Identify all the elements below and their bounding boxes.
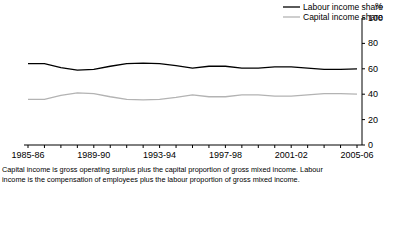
y-tick-label: 20 <box>368 115 378 125</box>
y-tick-label: 0 <box>368 140 373 150</box>
legend-swatch <box>283 6 300 7</box>
x-tick <box>241 145 242 148</box>
x-tick-label: 1989-90 <box>77 150 110 160</box>
x-tick <box>307 145 308 148</box>
x-tick <box>291 145 292 148</box>
x-tick <box>258 145 259 148</box>
y-axis <box>362 18 363 145</box>
x-tick <box>176 145 177 148</box>
y-tick-label: 80 <box>368 38 378 48</box>
series-line <box>28 93 357 100</box>
x-tick <box>143 145 144 148</box>
x-tick-label: 1997-98 <box>209 150 242 160</box>
y-tick <box>362 68 365 69</box>
x-tick-label: 2005-06 <box>340 150 373 160</box>
x-tick-label: 2001-02 <box>275 150 308 160</box>
legend-label: Labour income share <box>303 2 383 12</box>
legend-label: Capital income share <box>303 12 383 22</box>
y-tick <box>362 145 365 146</box>
series-line <box>28 63 357 70</box>
x-tick <box>357 145 358 148</box>
x-tick-label: 1993-94 <box>143 150 176 160</box>
x-tick <box>126 145 127 148</box>
series-group <box>28 63 357 100</box>
x-tick <box>159 145 160 148</box>
x-tick <box>28 145 29 148</box>
footnote: Capital income is gross operating surplu… <box>2 165 323 174</box>
x-tick <box>77 145 78 148</box>
x-tick <box>225 145 226 148</box>
x-tick <box>192 145 193 148</box>
chart: 1985-86 1989-90 1993-94 1997-98 2001-02 2005-… <box>0 0 397 227</box>
x-tick <box>44 145 45 148</box>
y-tick-label: 60 <box>368 64 378 74</box>
x-tick <box>93 145 94 148</box>
x-tick <box>208 145 209 148</box>
footnote: income is the compensation of employees … <box>2 175 300 184</box>
x-tick <box>274 145 275 148</box>
x-tick <box>324 145 325 148</box>
y-tick-label: 40 <box>368 89 378 99</box>
y-tick <box>362 43 365 44</box>
x-tick-label: 1985-86 <box>11 150 44 160</box>
x-tick <box>60 145 61 148</box>
x-tick <box>340 145 341 148</box>
y-tick <box>362 119 365 120</box>
x-tick <box>110 145 111 148</box>
legend-swatch <box>283 16 300 17</box>
y-tick <box>362 94 365 95</box>
